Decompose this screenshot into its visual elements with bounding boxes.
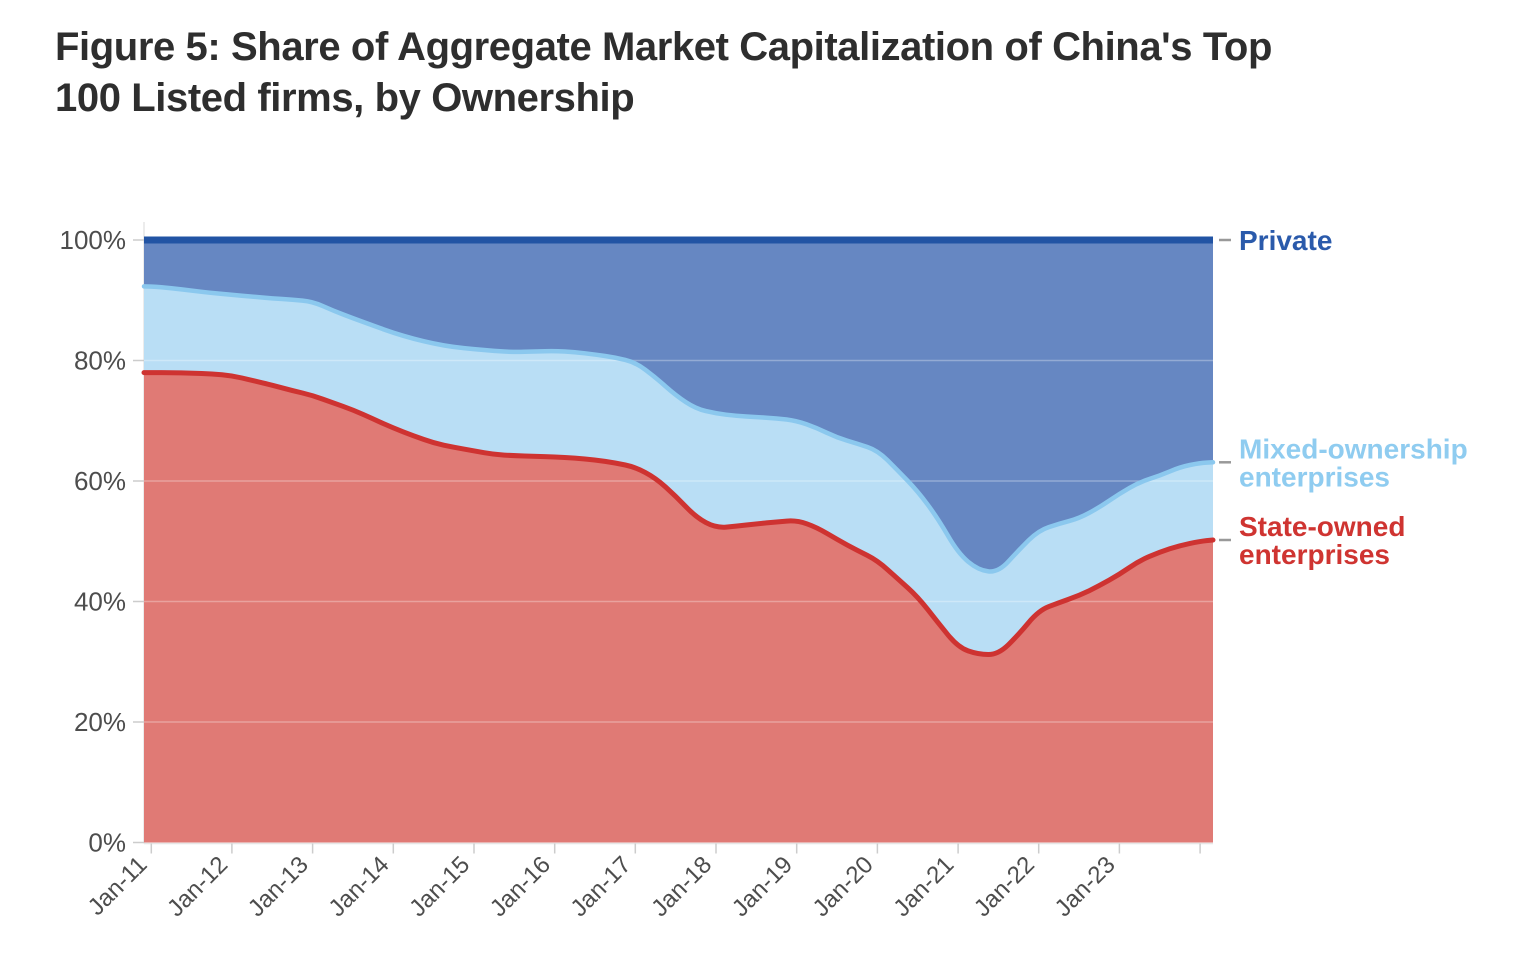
legend-label-private: Private xyxy=(1239,225,1332,256)
x-axis-label: Jan-15 xyxy=(404,851,475,922)
series-area-mixed-ownership-enterprises xyxy=(144,286,1213,655)
x-axis-label: Jan-23 xyxy=(1050,851,1121,922)
figure-title-line2: 100 Listed firms, by Ownership xyxy=(55,76,635,120)
y-axis-label: 20% xyxy=(74,707,126,737)
figure-title: Figure 5: Share of Aggregate Market Capi… xyxy=(55,22,1505,124)
x-axis-label: Jan-14 xyxy=(324,851,395,922)
x-axis-label: Jan-19 xyxy=(727,851,798,922)
legend-label-soe: enterprises xyxy=(1239,539,1390,570)
series-area-private xyxy=(144,240,1213,572)
x-axis-label: Jan-18 xyxy=(646,851,717,922)
legend-label-mixed: enterprises xyxy=(1239,461,1390,492)
x-axis-label: Jan-11 xyxy=(83,851,153,921)
y-axis-label: 60% xyxy=(74,466,126,496)
y-axis-label: 100% xyxy=(60,225,127,255)
series-line-mixed-ownership-enterprises xyxy=(141,284,1216,574)
x-axis-label: Jan-22 xyxy=(969,851,1040,922)
series-line-state-owned-enterprises xyxy=(141,370,1216,657)
x-axis-label: Jan-21 xyxy=(888,851,959,922)
x-axis-label: Jan-16 xyxy=(485,851,556,922)
figure-title-line1: Figure 5: Share of Aggregate Market Capi… xyxy=(55,25,1272,69)
series-area-state-owned-enterprises xyxy=(144,372,1213,843)
x-axis-label: Jan-13 xyxy=(243,851,314,922)
y-axis-label: 80% xyxy=(74,346,126,376)
y-axis-label: 40% xyxy=(74,587,126,617)
x-axis-label: Jan-17 xyxy=(566,851,637,922)
x-axis-label: Jan-20 xyxy=(808,851,879,922)
legend-label-mixed: Mixed-ownership xyxy=(1239,433,1468,464)
y-axis-label: 0% xyxy=(88,828,126,858)
legend-label-soe: State-owned xyxy=(1239,511,1405,542)
x-axis-label: Jan-12 xyxy=(162,851,233,922)
